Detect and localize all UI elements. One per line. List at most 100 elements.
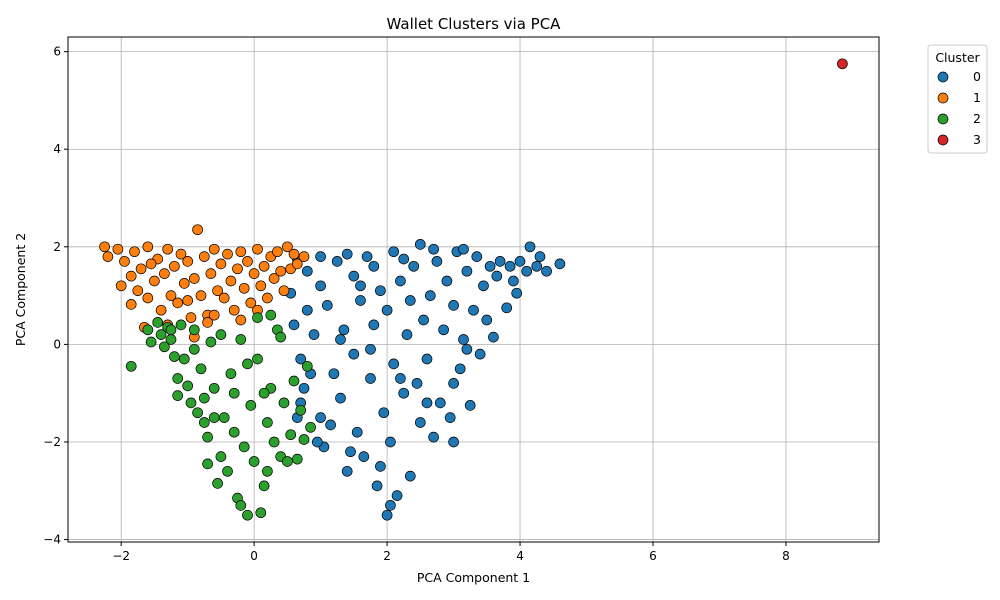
data-point-cluster-1 xyxy=(142,292,154,304)
data-point-cluster-0 xyxy=(355,280,366,292)
x-tick-label: 2 xyxy=(383,549,391,563)
data-point-cluster-0 xyxy=(428,243,439,255)
data-point-cluster-0 xyxy=(534,251,546,262)
data-point-cluster-1 xyxy=(235,246,247,258)
data-point-cluster-0 xyxy=(431,256,443,267)
data-point-cluster-2 xyxy=(242,358,253,370)
data-point-cluster-0 xyxy=(335,392,346,404)
data-point-cluster-1 xyxy=(298,251,310,262)
data-point-cluster-0 xyxy=(414,417,426,428)
data-point-cluster-2 xyxy=(212,478,223,489)
data-point-cluster-0 xyxy=(414,239,426,250)
data-point-cluster-1 xyxy=(125,270,137,282)
data-point-cluster-2 xyxy=(142,324,154,336)
data-point-cluster-0 xyxy=(395,373,406,384)
data-point-cluster-0 xyxy=(391,490,403,501)
data-point-cluster-1 xyxy=(185,312,197,323)
data-point-cluster-2 xyxy=(188,324,200,336)
legend-marker-0 xyxy=(937,71,949,83)
data-point-cluster-0 xyxy=(365,373,376,384)
data-point-cluster-2 xyxy=(152,317,164,328)
data-point-cluster-1 xyxy=(245,297,257,309)
x-tick-label: 8 xyxy=(782,549,790,563)
data-point-cluster-0 xyxy=(421,397,433,409)
chart-title: Wallet Clusters via PCA xyxy=(387,15,562,33)
data-point-cluster-0 xyxy=(361,251,373,262)
data-point-cluster-2 xyxy=(202,458,213,470)
data-point-cluster-0 xyxy=(388,246,400,258)
data-point-cluster-1 xyxy=(262,292,273,304)
data-point-cluster-0 xyxy=(331,256,343,267)
data-point-cluster-2 xyxy=(225,368,237,380)
data-point-cluster-0 xyxy=(448,378,459,389)
data-point-cluster-2 xyxy=(218,412,230,423)
data-point-cluster-0 xyxy=(315,280,326,292)
data-point-cluster-0 xyxy=(385,436,396,448)
axis-ticks: −2 0 2 4 6 8 −4 −2 0 2 4 6 xyxy=(43,45,789,563)
data-points xyxy=(99,58,848,521)
data-point-cluster-0 xyxy=(398,253,410,265)
data-point-cluster-2 xyxy=(215,451,227,462)
y-tick-label: 4 xyxy=(53,142,61,156)
data-point-cluster-2 xyxy=(245,400,257,411)
data-point-cluster-1 xyxy=(142,241,154,253)
data-point-cluster-2 xyxy=(238,441,250,453)
data-point-cluster-2 xyxy=(155,329,167,340)
data-point-cluster-2 xyxy=(235,500,247,511)
data-point-cluster-0 xyxy=(471,251,483,262)
data-point-cluster-0 xyxy=(365,343,376,355)
data-point-cluster-1 xyxy=(228,304,240,316)
data-point-cluster-1 xyxy=(282,241,293,253)
data-point-cluster-0 xyxy=(308,329,320,340)
data-point-cluster-1 xyxy=(235,314,247,326)
data-point-cluster-0 xyxy=(511,287,523,299)
data-point-cluster-0 xyxy=(301,304,313,316)
data-point-cluster-1 xyxy=(115,280,127,292)
data-point-cluster-0 xyxy=(428,431,439,443)
data-point-cluster-1 xyxy=(182,256,194,267)
data-point-cluster-2 xyxy=(165,334,177,345)
data-point-cluster-2 xyxy=(192,407,203,419)
data-point-cluster-0 xyxy=(488,331,499,343)
data-point-cluster-1 xyxy=(102,251,114,262)
data-point-cluster-2 xyxy=(182,380,194,392)
data-point-cluster-2 xyxy=(235,334,247,345)
data-point-cluster-0 xyxy=(434,397,446,409)
data-point-cluster-1 xyxy=(175,248,187,260)
data-point-cluster-0 xyxy=(461,343,473,355)
data-point-cluster-2 xyxy=(248,456,260,467)
data-point-cluster-1 xyxy=(195,290,207,301)
data-point-cluster-1 xyxy=(218,292,230,304)
data-point-cluster-0 xyxy=(348,270,360,282)
data-point-cluster-0 xyxy=(368,319,380,331)
data-point-cluster-0 xyxy=(345,446,356,458)
data-point-cluster-0 xyxy=(401,329,413,340)
data-point-cluster-0 xyxy=(355,295,366,306)
data-point-cluster-1 xyxy=(188,273,200,284)
data-point-cluster-0 xyxy=(554,258,566,270)
data-point-cluster-2 xyxy=(175,319,187,331)
data-point-cluster-2 xyxy=(159,341,170,353)
data-point-cluster-2 xyxy=(198,417,210,428)
data-point-cluster-1 xyxy=(222,248,233,260)
data-point-cluster-0 xyxy=(448,436,459,448)
data-point-cluster-0 xyxy=(378,407,390,419)
data-point-cluster-0 xyxy=(288,319,300,331)
data-point-cluster-0 xyxy=(341,248,353,260)
data-point-cluster-0 xyxy=(438,324,449,336)
data-point-cluster-2 xyxy=(125,360,137,372)
data-point-cluster-1 xyxy=(149,275,160,287)
data-point-cluster-1 xyxy=(155,304,167,316)
data-point-cluster-2 xyxy=(145,336,157,348)
data-point-cluster-1 xyxy=(225,275,237,287)
data-point-cluster-0 xyxy=(474,348,486,360)
y-tick-label: 2 xyxy=(53,240,61,254)
data-point-cluster-0 xyxy=(381,304,393,316)
data-point-cluster-2 xyxy=(205,336,217,348)
x-tick-label: −2 xyxy=(112,549,130,563)
data-point-cluster-0 xyxy=(458,243,469,255)
data-point-cluster-0 xyxy=(424,290,436,301)
data-point-cluster-2 xyxy=(262,465,273,477)
data-point-cluster-0 xyxy=(541,265,552,277)
